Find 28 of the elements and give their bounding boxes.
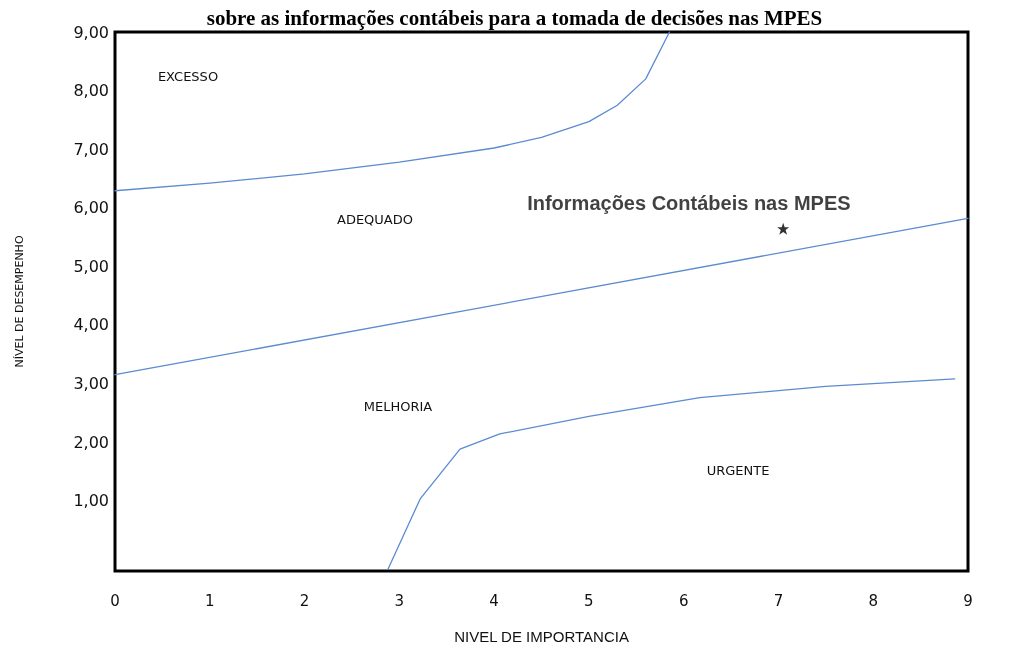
- line-series: [114, 31, 671, 192]
- annotation: URGENTE: [706, 462, 770, 478]
- y-tick-label: 3,00: [73, 374, 109, 394]
- y-tick-label: 5,00: [73, 256, 109, 276]
- x-tick-label: 6: [678, 591, 689, 610]
- x-tick-label: 2: [299, 591, 310, 610]
- x-tick-label: 5: [584, 591, 594, 610]
- x-tick-label: 1: [205, 591, 215, 610]
- x-axis-title: NIVEL DE IMPORTANCIA: [454, 628, 629, 645]
- x-tick-label: 0: [110, 591, 120, 610]
- annotation: MELHORIA: [363, 398, 433, 414]
- x-tick-label: 3: [394, 591, 405, 610]
- y-tick-label: 9,00: [73, 22, 109, 42]
- x-tick-label: 9: [963, 591, 973, 610]
- chart-title: sobre as informações contábeis para a tomada de decisões nas MPES: [206, 5, 823, 30]
- x-tick-label: 7: [773, 591, 784, 610]
- y-axis-title: NÍVEL DE DESEMPENHO: [13, 235, 26, 368]
- y-tick-label: 2,00: [73, 432, 109, 452]
- y-tick-label: 8,00: [73, 81, 109, 101]
- x-tick-label: 4: [489, 591, 499, 610]
- x-tick-label: 8: [868, 591, 878, 610]
- y-tick-label: 4,00: [73, 315, 109, 335]
- annotation: EXCESSO: [157, 68, 219, 84]
- text: Informações Contábeis nas MPES: [527, 191, 851, 214]
- y-tick-label: 1,00: [73, 491, 109, 511]
- annotation: ADEQUADO: [336, 211, 414, 227]
- y-tick-label: 6,00: [73, 198, 109, 218]
- y-tick-label: 7,00: [73, 139, 109, 159]
